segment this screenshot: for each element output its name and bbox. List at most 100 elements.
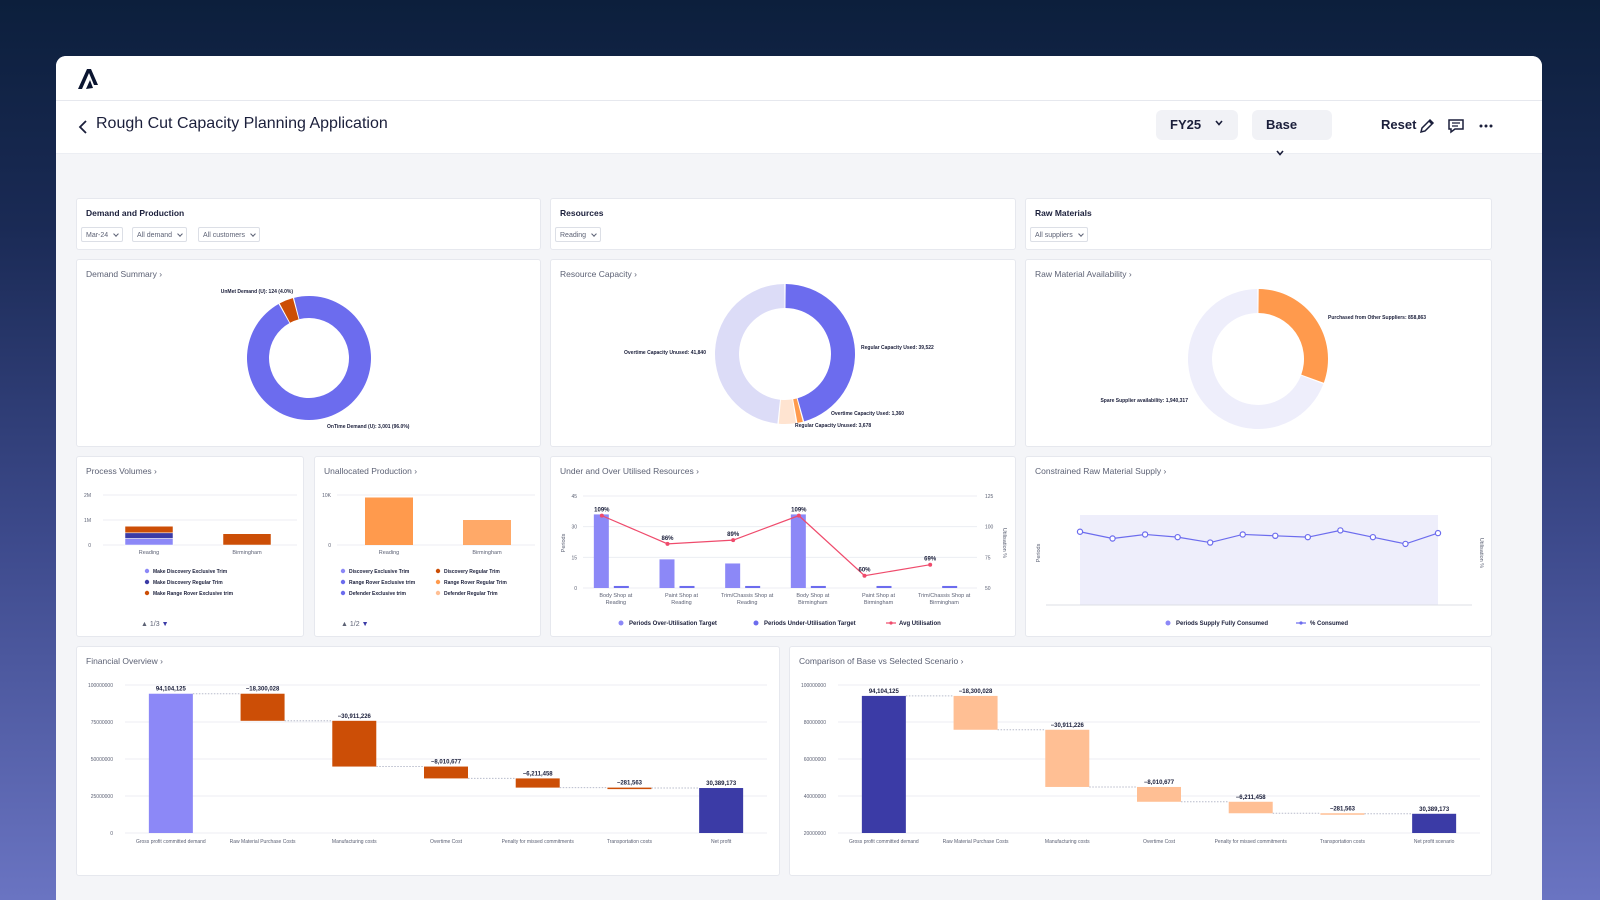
bar <box>365 497 413 545</box>
panel-title-link[interactable]: Resource Capacity › <box>560 269 638 279</box>
point-label: 109% <box>791 508 807 514</box>
chevron-left-icon[interactable] <box>78 119 88 135</box>
resource-filter-chip[interactable]: Reading <box>555 227 602 242</box>
x-tick-label: Reading <box>737 600 758 606</box>
resource-capacity-panel: Resource Capacity › Regular Capacity Use… <box>550 259 1016 447</box>
y-tick-label: 25000000 <box>91 794 113 800</box>
x-tick-label: Manufacturing costs <box>1045 839 1090 845</box>
consumed-point <box>1109 535 1116 542</box>
legend-marker <box>340 568 346 574</box>
demand-donut-chart: UnMet Demand (U): 124 (4.0%) OnTime Deman… <box>221 289 410 430</box>
waterfall-bar <box>332 720 377 767</box>
consumed-point <box>1239 531 1246 538</box>
x-tick-label: Reading <box>606 600 627 606</box>
value-label: −30,911,226 <box>1051 723 1085 729</box>
x-tick-label: Transportation costs <box>607 839 653 845</box>
fy-dropdown[interactable]: FY25 <box>1156 110 1238 140</box>
bar-over-utilisation <box>725 563 741 588</box>
value-label: −6,211,458 <box>1236 795 1267 801</box>
avg-utilisation-point <box>928 562 933 567</box>
waterfall-bar <box>1045 729 1090 787</box>
scenario-dropdown[interactable]: Base <box>1252 110 1332 156</box>
legend-marker <box>1165 620 1171 626</box>
x-tick-label: Reading <box>139 550 160 556</box>
bar-under-utilisation <box>745 585 761 588</box>
supplier-filter-chip[interactable]: All suppliers <box>1030 227 1088 242</box>
x-tick-label: Trim/Chassis Shop at <box>918 593 971 599</box>
legend-label: % Consumed <box>1310 621 1348 627</box>
financial-waterfall-chart: 100000000 75000000 50000000 25000000 0 94,104… <box>88 683 767 845</box>
raw-donut-chart: Purchased from Other Suppliers: 858,863 S… <box>1100 289 1426 429</box>
panel-title-link[interactable]: Raw Material Availability › <box>1035 269 1132 279</box>
x-tick-label: Raw Material Purchase Costs <box>943 839 1009 845</box>
consumed-point <box>1369 533 1377 541</box>
y-tick-label: 80000000 <box>804 720 826 726</box>
y-tick-label: 100000000 <box>801 683 826 689</box>
app-window: Rough Cut Capacity Planning Application … <box>56 56 1542 900</box>
consumed-line <box>1079 529 1439 545</box>
panel-title-link[interactable]: Financial Overview › <box>86 656 164 666</box>
legend-marker <box>1299 621 1303 625</box>
anaplan-logo-icon[interactable] <box>76 68 100 90</box>
panel-title-link[interactable]: Constrained Raw Material Supply › <box>1035 466 1167 476</box>
y-tick-label: 100000000 <box>88 683 113 689</box>
demand-filter-chip[interactable]: All demand <box>132 227 188 242</box>
y-tick-label: 75000000 <box>91 720 113 726</box>
x-tick-label: Paint Shop at <box>665 593 698 599</box>
filter-resources-panel: Resources Reading <box>550 198 1016 250</box>
raw-availability-panel: Raw Material Availability › Purchased fr… <box>1025 259 1492 447</box>
x-tick-label: Birmingham <box>232 550 262 556</box>
waterfall-bar <box>607 787 652 790</box>
donut-slice <box>1188 289 1324 429</box>
donut-slice-label: UnMet Demand (U): 124 (4.0%) <box>221 289 294 295</box>
comment-icon[interactable] <box>1447 117 1465 135</box>
consumed-point <box>1402 540 1409 548</box>
value-label: −18,300,028 <box>959 689 993 695</box>
panel-title-link[interactable]: Under and Over Utilised Resources › <box>560 466 699 476</box>
point-label: 109% <box>594 508 610 514</box>
x-tick-label: Net profit scenario <box>1414 839 1455 845</box>
waterfall-bar <box>1137 786 1181 802</box>
reset-button[interactable]: Reset <box>1381 117 1417 132</box>
point-label: 60% <box>858 568 871 574</box>
customers-filter-chip[interactable]: All customers <box>198 227 261 242</box>
panel-title: Demand and Production <box>86 208 185 218</box>
more-horizontal-icon[interactable] <box>1477 117 1495 135</box>
legend-label: Discovery Exclusive Trim <box>349 569 410 575</box>
y2-axis-label: Utilisation % <box>1478 538 1484 568</box>
y-tick-label: 60000000 <box>804 757 826 763</box>
bar-segment <box>124 532 174 539</box>
x-tick-label: Overtime Cost <box>1143 839 1176 845</box>
donut-slice-label: Overtime Capacity Unused: 41,840 <box>624 350 706 356</box>
value-label: −18,300,028 <box>246 687 280 693</box>
legend-marker <box>144 590 150 596</box>
legend-marker <box>144 568 150 574</box>
panel-title-link[interactable]: Unallocated Production › <box>324 466 418 476</box>
month-filter-chip[interactable]: Mar-24 <box>81 227 124 242</box>
legend-marker <box>144 579 150 585</box>
panel-title-link[interactable]: Comparison of Base vs Selected Scenario … <box>799 656 964 666</box>
legend-pager[interactable]: ▲ 1/3 ▼ <box>141 621 169 628</box>
page-title: Rough Cut Capacity Planning Application <box>96 115 388 132</box>
donut-slice <box>793 398 803 423</box>
consumed-point <box>1272 532 1279 540</box>
panel-title-link[interactable]: Process Volumes › <box>86 466 157 476</box>
unallocated-chart: 10K 0 Reading Birmingham Discovery Exclusive… <box>322 493 535 597</box>
legend-pager[interactable]: ▲ 1/2 ▼ <box>341 621 369 628</box>
filter-demand-panel: Demand and Production Mar-24 All demand … <box>76 198 541 250</box>
pencil-icon[interactable] <box>1418 117 1436 135</box>
waterfall-bar <box>515 778 560 788</box>
legend-marker <box>889 621 893 625</box>
donut-slice <box>778 399 797 424</box>
comparison-waterfall-chart: 100000000 80000000 60000000 40000000 2000000… <box>801 683 1480 845</box>
panel-title-link[interactable]: Demand Summary › <box>86 269 163 279</box>
page-header: Rough Cut Capacity Planning Application … <box>56 101 1542 156</box>
donut-slice-label: Regular Capacity Unused: 3,678 <box>795 423 871 429</box>
legend-label: Discovery Regular Trim <box>444 569 500 575</box>
y2-tick-label: 50 <box>985 586 991 592</box>
y2-tick-label: 75 <box>985 555 991 561</box>
financial-overview-panel: Financial Overview › 100000000 75000000 50… <box>76 646 780 876</box>
x-tick-label: Birmingham <box>798 600 828 606</box>
bar-over-utilisation <box>659 559 675 588</box>
